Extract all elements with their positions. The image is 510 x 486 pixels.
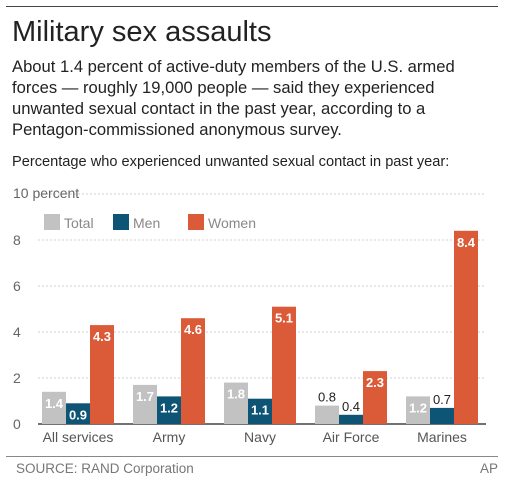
legend-swatch-women [188, 214, 204, 230]
bar-value-label: 1.7 [136, 389, 154, 404]
bar-value-label: 0.7 [433, 392, 451, 407]
chart-title: Military sex assaults [12, 16, 272, 48]
bar-value-label: 0.4 [342, 399, 360, 414]
bar-women [454, 230, 478, 424]
bar-value-label: 4.6 [184, 322, 202, 337]
bar-men [66, 403, 90, 424]
x-category-label: Navy [244, 429, 276, 445]
top-rule [6, 6, 498, 7]
bar-total [133, 384, 157, 424]
y-tick-label: 6 [13, 278, 21, 294]
legend-label: Men [133, 215, 160, 231]
credit-note: AP [479, 461, 498, 476]
bar-value-label: 4.3 [93, 329, 111, 344]
bottom-rule [6, 456, 498, 457]
bar-women [363, 371, 387, 424]
bar-value-label: 1.2 [160, 400, 178, 415]
bar-men [157, 396, 181, 424]
y-tick-label: 8 [13, 232, 21, 248]
bar-men [339, 414, 363, 424]
bar-value-label: 0.8 [318, 390, 336, 405]
chart-description: About 1.4 percent of active-duty members… [12, 57, 455, 139]
legend-swatch-total [44, 214, 60, 230]
x-category-label: Army [153, 429, 186, 445]
source-note: SOURCE: RAND Corporation [16, 461, 194, 476]
legend-label: Women [208, 215, 256, 231]
legend-label: Total [64, 215, 94, 231]
x-category-label: Air Force [323, 429, 380, 445]
y-tick-label: 2 [13, 370, 21, 386]
bar-total [42, 391, 66, 424]
bar-value-label: 1.2 [409, 400, 427, 415]
x-category-label: Marines [417, 429, 467, 445]
bar-value-label: 0.9 [69, 407, 87, 422]
bar-value-label: 1.1 [251, 403, 269, 418]
legend-swatch-men [113, 214, 129, 230]
bar-men [248, 398, 272, 424]
bar-value-label: 1.8 [227, 387, 245, 402]
bar-value-label: 5.1 [275, 311, 293, 326]
chart-subhead: Percentage who experienced unwanted sexu… [12, 154, 450, 170]
bar-women [90, 325, 114, 424]
bar-value-label: 8.4 [457, 235, 476, 250]
bar-total [406, 396, 430, 424]
bar-total [315, 405, 339, 424]
bar-value-label: 2.3 [366, 375, 384, 390]
bar-women [181, 318, 205, 424]
x-category-label: All services [43, 429, 114, 445]
bar-total [224, 382, 248, 424]
y-tick-label: 10 percent [13, 185, 79, 201]
bar-women [272, 306, 296, 424]
bar-men [430, 407, 454, 424]
y-tick-label: 4 [13, 324, 21, 340]
bar-value-label: 1.4 [45, 396, 64, 411]
y-tick-label: 0 [13, 416, 21, 432]
